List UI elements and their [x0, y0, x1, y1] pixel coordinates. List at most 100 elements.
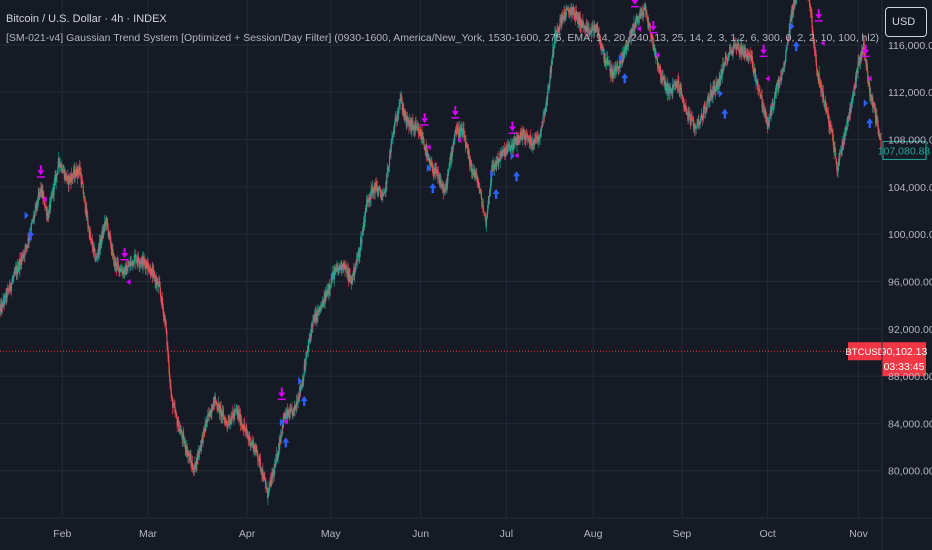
candle-body — [486, 209, 489, 219]
buy-signal-arrow — [721, 108, 729, 119]
candle-body — [17, 268, 19, 271]
candle-body — [734, 43, 736, 46]
candle-body — [755, 82, 758, 83]
candle-body — [470, 159, 472, 164]
candle-body — [543, 115, 545, 117]
candle-body — [50, 199, 52, 210]
buy-signal-arrow — [866, 118, 874, 129]
candle-body — [701, 116, 703, 119]
candle-body — [250, 443, 252, 445]
candle-body — [736, 45, 738, 49]
candle-body — [28, 237, 30, 241]
candle-body — [760, 94, 762, 98]
candle-body — [285, 414, 287, 416]
candle-body — [211, 410, 213, 411]
candle-body — [535, 136, 538, 138]
indicator-legend[interactable]: [SM-021-v4] Gaussian Trend System [Optim… — [6, 32, 880, 44]
candle-body — [666, 83, 668, 91]
candle-body — [635, 15, 638, 21]
candle-body — [470, 163, 472, 168]
candle-body — [421, 131, 423, 139]
candle-body — [785, 50, 787, 56]
candle-body — [230, 419, 232, 423]
candle-body — [752, 67, 754, 69]
candle-body — [386, 172, 388, 184]
candle-body — [390, 145, 392, 153]
y-tick-label: 96,000.00 — [888, 276, 932, 288]
candle-body — [291, 408, 293, 411]
candle-body — [264, 478, 266, 481]
candle-body — [815, 53, 817, 66]
candle-body — [711, 96, 713, 98]
sell-exit-flag — [283, 418, 288, 425]
candle-body — [535, 135, 537, 137]
candle-body — [819, 79, 821, 83]
candle-body — [880, 137, 882, 150]
candle-body — [53, 182, 55, 194]
candle-body — [565, 15, 567, 19]
candle-body — [855, 70, 858, 82]
candle-body — [835, 150, 837, 158]
symbol-title[interactable]: Bitcoin / U.S. Dollar · 4h · INDEX — [6, 13, 167, 25]
candle-body — [659, 66, 662, 78]
candle-body — [639, 14, 641, 18]
candle-body — [392, 133, 394, 137]
candle-body — [762, 101, 764, 111]
candle-body — [170, 386, 172, 394]
candle-body — [228, 423, 230, 426]
candle-body — [772, 103, 774, 107]
bar-countdown: 03:33:45 — [884, 361, 925, 373]
candle-body — [753, 68, 755, 74]
candle-body — [591, 29, 593, 31]
candle-body — [826, 109, 828, 112]
current-price-label-bg — [882, 342, 926, 377]
candle-body — [160, 292, 162, 298]
candle-body — [454, 134, 456, 140]
candle-body — [879, 139, 881, 140]
candle-body — [525, 135, 527, 137]
candle-body — [739, 49, 741, 52]
candle-body — [720, 74, 722, 83]
candle-body — [115, 262, 117, 268]
candle-body — [545, 106, 547, 109]
candle-body — [264, 480, 267, 485]
candle-body — [601, 48, 603, 49]
candle-body — [558, 28, 561, 31]
current-price-value: 90,102.13 — [881, 346, 928, 358]
candle-body — [863, 41, 865, 52]
candle-body — [573, 6, 575, 9]
y-tick-label: 92,000.00 — [888, 324, 932, 336]
y-tick-label: 84,000.00 — [888, 418, 932, 430]
candle-body — [741, 47, 743, 55]
candle-body — [103, 226, 105, 232]
candle-body — [168, 372, 171, 378]
candle-body — [436, 173, 439, 177]
candle-body — [876, 114, 878, 121]
candle-body — [112, 252, 114, 255]
currency-button[interactable]: USD — [885, 7, 927, 37]
candle-body — [712, 88, 714, 97]
sell-signal-arrow — [37, 170, 45, 176]
candle-body — [701, 113, 703, 117]
candle-body — [444, 187, 446, 194]
candle-body — [55, 174, 57, 183]
candle-body — [246, 429, 248, 431]
candle-body — [448, 163, 450, 169]
candle-body — [266, 488, 269, 498]
sell-signal-arrow — [760, 49, 768, 55]
candle-body — [511, 144, 514, 151]
candle-body — [614, 69, 616, 75]
candle-body — [828, 120, 830, 127]
candle-body — [357, 256, 359, 261]
candle-body — [706, 101, 708, 111]
candle-body — [390, 140, 393, 146]
candle-body — [445, 187, 447, 189]
candle-body — [668, 85, 670, 89]
candle-body — [872, 97, 874, 108]
candle-body — [104, 221, 106, 227]
candle-body — [493, 168, 495, 169]
candle-body — [401, 98, 403, 101]
